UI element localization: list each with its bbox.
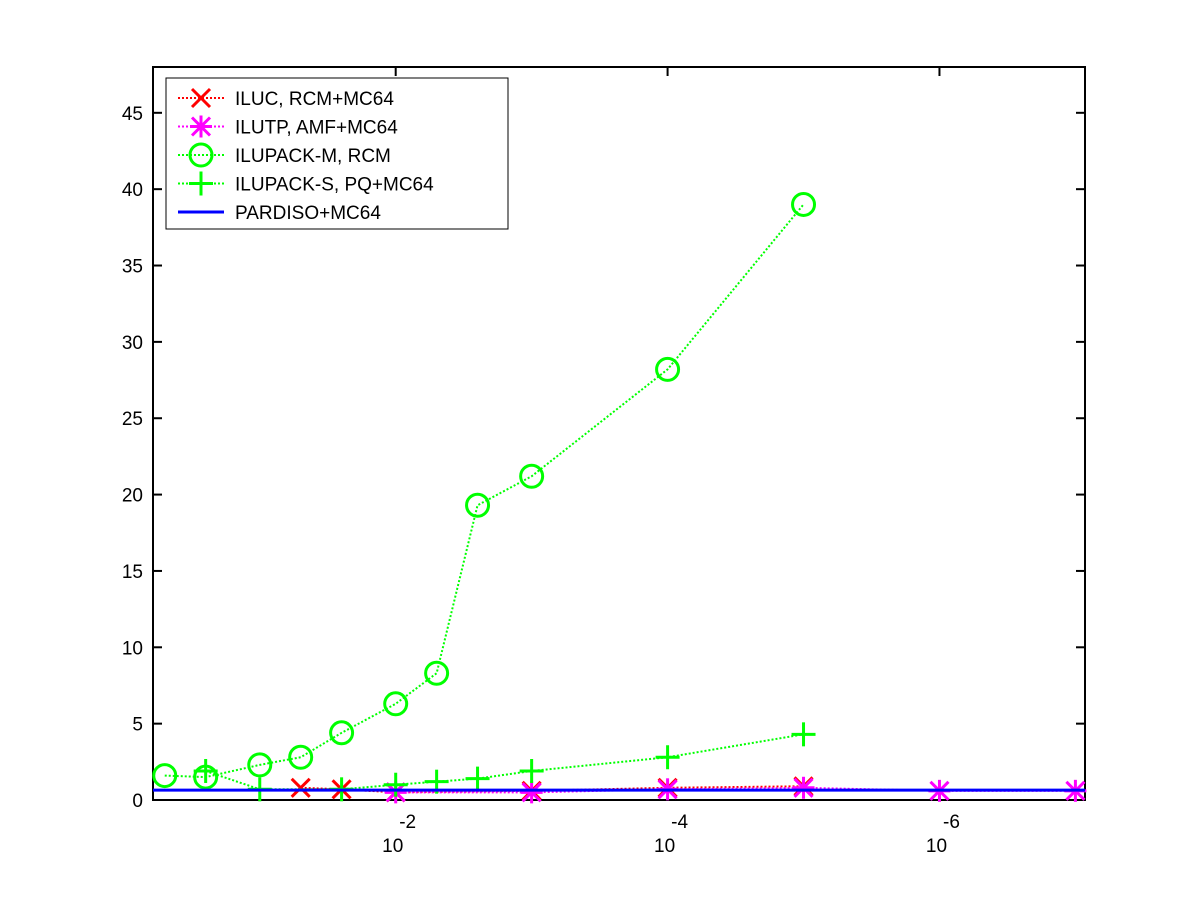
marker bbox=[655, 745, 680, 770]
x-tick-label: 10 bbox=[654, 836, 675, 857]
marker bbox=[329, 720, 355, 746]
marker bbox=[465, 492, 491, 518]
marker-circle bbox=[329, 720, 355, 746]
marker-circle bbox=[655, 356, 681, 382]
y-tick-label: 5 bbox=[132, 715, 143, 736]
legend: ILUC, RCM+MC64 ILUTP, AMF+MC64 ILUPACK-M, … bbox=[165, 77, 509, 230]
marker-circle bbox=[188, 142, 214, 168]
legend-label: ILUPACK-M, RCM bbox=[235, 146, 391, 167]
x-tick-exponent: -4 bbox=[671, 812, 688, 833]
marker-stroke bbox=[290, 777, 311, 798]
marker bbox=[655, 356, 681, 382]
series-line bbox=[164, 203, 805, 779]
marker bbox=[383, 691, 409, 717]
legend-label: PARDISO+MC64 bbox=[235, 203, 381, 224]
y-tick-label: 10 bbox=[122, 638, 143, 659]
marker bbox=[290, 777, 311, 798]
marker bbox=[193, 758, 218, 783]
marker-circle bbox=[424, 660, 450, 686]
marker-stroke bbox=[793, 777, 814, 798]
marker bbox=[152, 763, 178, 789]
marker-circle bbox=[383, 691, 409, 717]
legend-label: ILUC, RCM+MC64 bbox=[235, 89, 394, 110]
marker-circle bbox=[288, 744, 314, 770]
y-tick-label: 35 bbox=[122, 257, 143, 278]
marker-stroke bbox=[190, 87, 212, 109]
series-line bbox=[300, 785, 804, 794]
y-tick-label: 0 bbox=[132, 791, 143, 812]
marker-circle bbox=[247, 752, 273, 778]
marker bbox=[519, 463, 545, 489]
x-tick-exponent: -6 bbox=[943, 812, 960, 833]
x-tick-exponent: -2 bbox=[399, 812, 416, 833]
marker-circle bbox=[519, 463, 545, 489]
marker-stroke bbox=[190, 116, 212, 137]
marker bbox=[791, 191, 817, 217]
marker bbox=[383, 772, 408, 797]
x-tick-label: 10 bbox=[926, 836, 947, 857]
legend-box bbox=[165, 77, 509, 230]
marker-stroke bbox=[521, 782, 542, 803]
marker bbox=[465, 766, 490, 791]
marker bbox=[247, 752, 273, 778]
marker-circle bbox=[465, 492, 491, 518]
y-tick-label: 15 bbox=[122, 562, 143, 583]
marker bbox=[519, 758, 544, 783]
series-line bbox=[395, 786, 1076, 794]
marker bbox=[190, 87, 212, 109]
marker bbox=[424, 660, 450, 686]
legend-label: ILUTP, AMF+MC64 bbox=[235, 118, 398, 139]
marker bbox=[288, 744, 314, 770]
y-tick-label: 30 bbox=[122, 333, 143, 354]
marker-circle bbox=[152, 763, 178, 789]
marker bbox=[791, 722, 816, 747]
y-tick-label: 25 bbox=[122, 409, 143, 430]
y-tick-label: 45 bbox=[122, 104, 143, 125]
y-tick-label: 40 bbox=[122, 180, 143, 201]
y-tick-label: 20 bbox=[122, 486, 143, 507]
marker bbox=[188, 142, 214, 168]
x-tick-label: 10 bbox=[382, 836, 403, 857]
marker bbox=[190, 115, 212, 138]
marker-circle bbox=[791, 191, 817, 217]
marker bbox=[792, 776, 815, 799]
marker bbox=[189, 171, 213, 196]
marker bbox=[520, 781, 543, 804]
legend-label: ILUPACK-S, PQ+MC64 bbox=[235, 175, 434, 196]
axes-frame bbox=[152, 66, 1086, 801]
